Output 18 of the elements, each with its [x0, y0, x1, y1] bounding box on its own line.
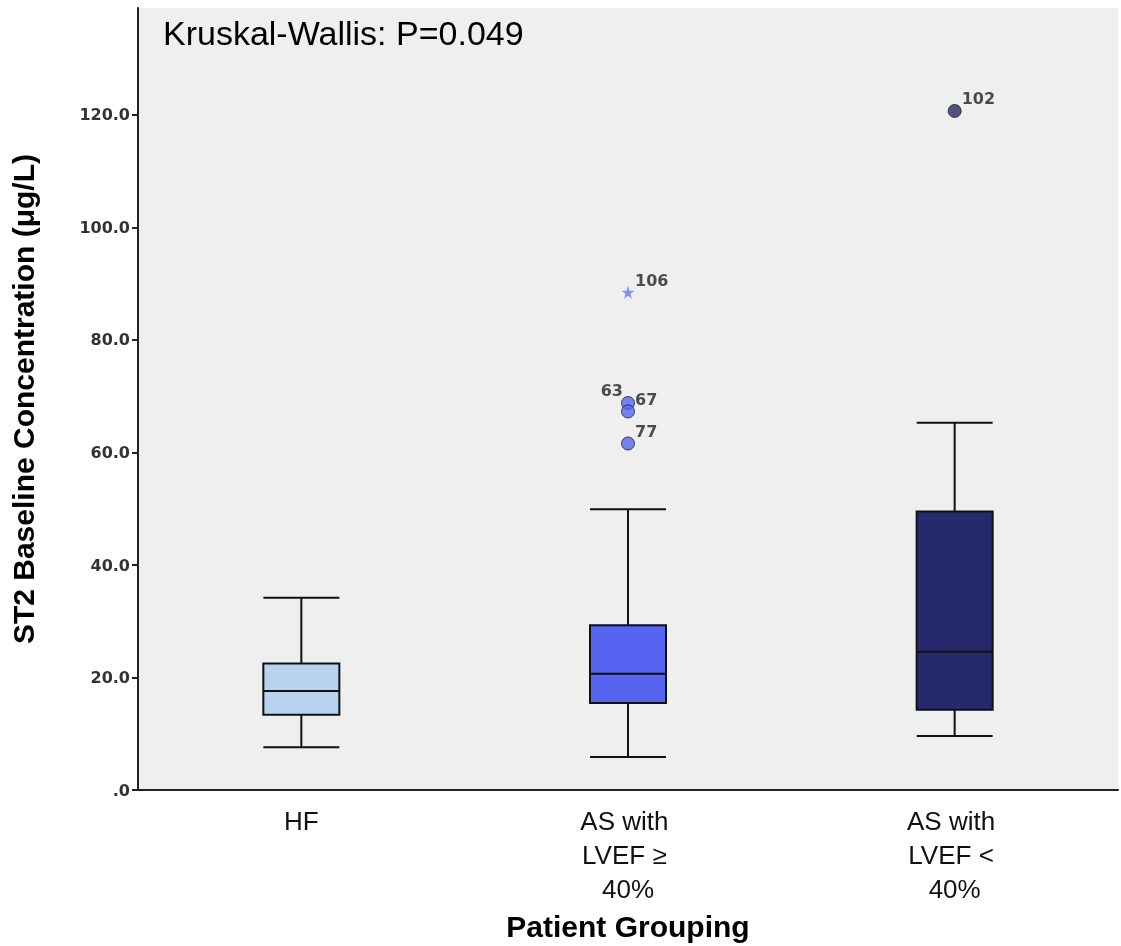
annotation: 102 [961, 89, 996, 109]
annotation: 77 [635, 422, 658, 441]
y-tick-label: 20.0 [90, 668, 130, 688]
y-tick-label: 100.0 [79, 217, 130, 237]
x-tick-label: HF [284, 806, 319, 837]
annotation: 67 [635, 389, 658, 409]
y-tick-label: 40.0 [90, 555, 130, 575]
x-tick-label: AS with LVEF < 40% [906, 806, 1003, 905]
y-tick-label: .0 [112, 780, 130, 800]
y-tick-label: 120.0 [79, 105, 130, 125]
annotation: 63 [600, 381, 623, 401]
x-axis-title: Patient Grouping [506, 909, 750, 943]
annotation: 106 [635, 270, 669, 290]
y-tick-label: 80.0 [90, 330, 130, 350]
y-tick-label: 60.0 [90, 443, 130, 462]
y-axis-title: ST2 Baseline Concentration (μg/L) [6, 154, 40, 645]
annotation: Kruskal-Wallis: P=0.049 [163, 14, 524, 52]
x-tick-label: AS with LVEF ≥ 40% [580, 806, 676, 905]
